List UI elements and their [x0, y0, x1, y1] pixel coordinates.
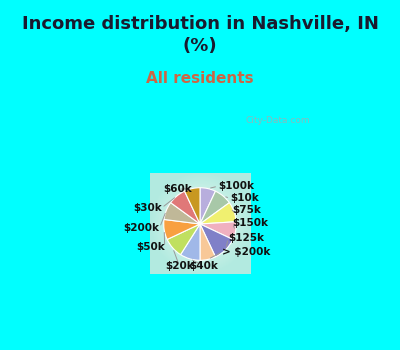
Wedge shape	[200, 224, 216, 260]
Text: $150k: $150k	[232, 218, 268, 229]
Wedge shape	[200, 191, 229, 224]
Text: $10k: $10k	[230, 193, 259, 203]
Wedge shape	[200, 188, 216, 224]
Text: $200k: $200k	[124, 223, 160, 232]
Text: $50k: $50k	[136, 242, 165, 252]
Wedge shape	[200, 224, 233, 257]
Wedge shape	[200, 203, 236, 224]
Wedge shape	[171, 191, 200, 224]
Text: $100k: $100k	[218, 181, 254, 191]
Text: $20k: $20k	[165, 261, 194, 271]
Wedge shape	[184, 188, 200, 224]
Text: $75k: $75k	[232, 205, 261, 215]
Text: All residents: All residents	[146, 71, 254, 86]
Wedge shape	[164, 219, 200, 239]
Text: $125k: $125k	[228, 233, 264, 243]
Wedge shape	[180, 224, 200, 260]
Wedge shape	[200, 222, 236, 239]
Text: $30k: $30k	[133, 203, 162, 213]
Text: City-Data.com: City-Data.com	[245, 116, 310, 125]
Text: $60k: $60k	[164, 184, 192, 194]
Text: $40k: $40k	[189, 261, 218, 271]
Wedge shape	[167, 224, 200, 255]
Wedge shape	[164, 203, 200, 224]
Text: > $200k: > $200k	[222, 247, 270, 257]
Text: Income distribution in Nashville, IN
(%): Income distribution in Nashville, IN (%)	[22, 15, 378, 55]
